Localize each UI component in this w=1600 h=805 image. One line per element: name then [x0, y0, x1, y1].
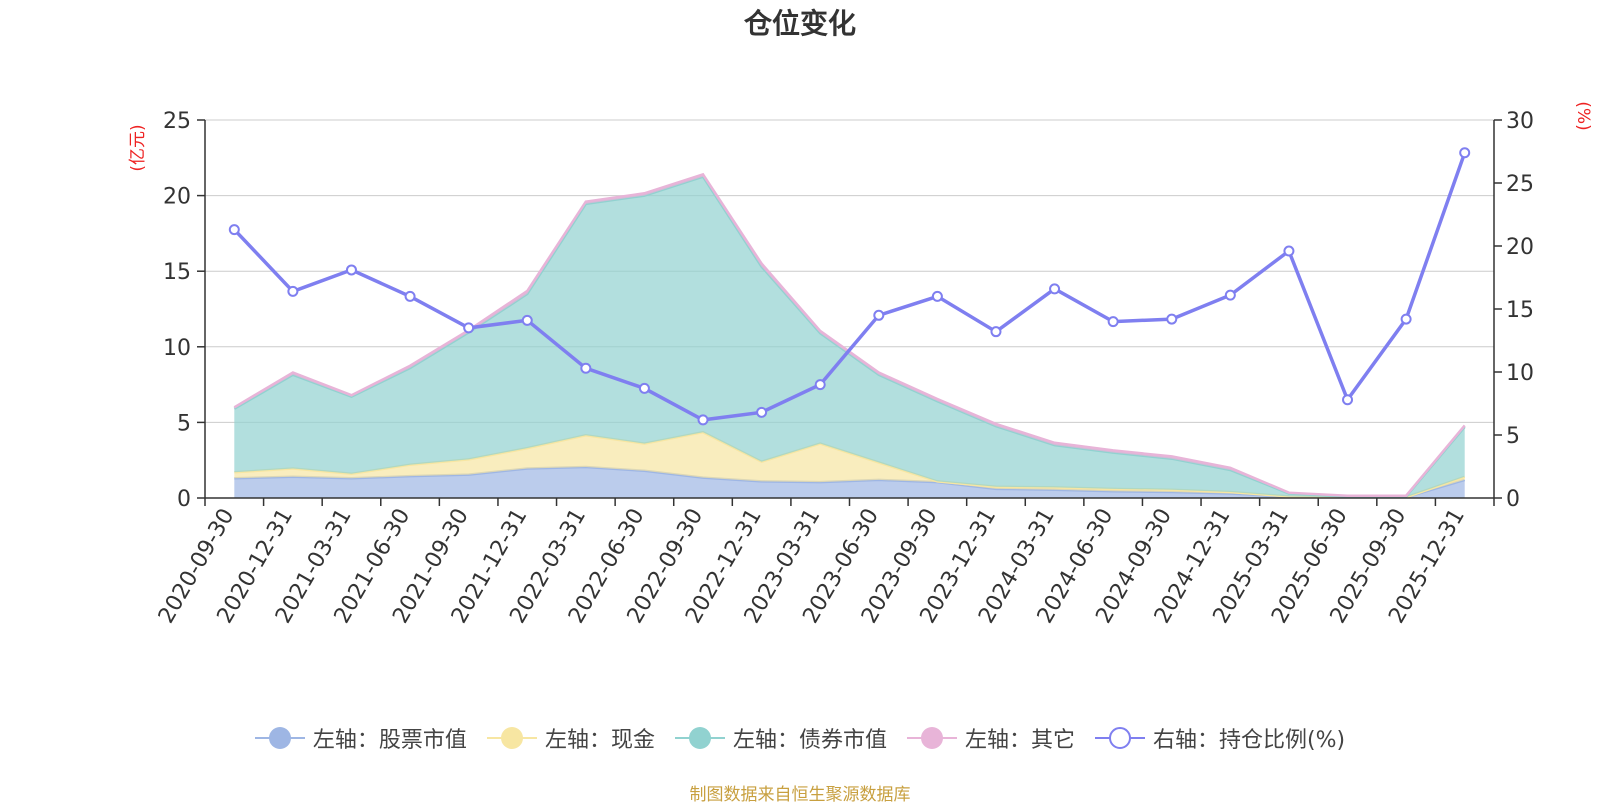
ratio-point: [1224, 289, 1236, 301]
right-axis-tick-label: 5: [1506, 424, 1520, 449]
legend-swatch-icon: [906, 726, 957, 750]
legend-swatch-icon: [254, 726, 305, 750]
left-axis-tick-label: 15: [163, 260, 191, 285]
legend-label: 右轴：持仓比例(%): [1152, 728, 1346, 753]
right-axis-unit-label: (%): [1573, 101, 1593, 130]
ratio-point: [521, 314, 533, 326]
right-axis-tick-label: 20: [1506, 235, 1534, 260]
ratio-point: [228, 224, 240, 236]
ratio-point: [931, 290, 943, 302]
area-series-0: [234, 467, 1465, 498]
legend-label: 左轴：股票市值: [312, 728, 467, 753]
ratio-line: [233, 152, 1467, 422]
left-axis-tick-label: 20: [163, 185, 191, 210]
legend-label: 左轴：债券市值: [732, 728, 887, 753]
ratio-point: [638, 382, 650, 394]
area-series-1: [234, 432, 1465, 498]
ratio-point: [990, 326, 1002, 338]
ratio-point: [1400, 313, 1412, 325]
legend-item-3[interactable]: 左轴：其它: [906, 722, 1075, 754]
ratio-point: [1342, 394, 1354, 406]
ratio-point: [404, 290, 416, 302]
right-axis-tick-label: 15: [1506, 298, 1534, 323]
ratio-point: [580, 362, 592, 374]
stacked-areas: [233, 172, 1466, 499]
legend-swatch-icon: [674, 726, 725, 750]
legend: 左轴：股票市值 左轴：现金 左轴：债券市值 左轴：其它 右轴：持仓比例(%): [0, 722, 1600, 754]
right-axis-tick-label: 10: [1506, 361, 1534, 386]
ratio-point: [287, 285, 299, 297]
area-series-2: [234, 176, 1465, 498]
legend-item-1[interactable]: 左轴：现金: [486, 722, 655, 754]
ratio-line-series: [228, 147, 1471, 426]
data-source-footer: 制图数据来自恒生聚源数据库: [689, 785, 911, 805]
ratio-point: [1107, 316, 1119, 328]
left-axis-tick-label: 0: [177, 487, 191, 512]
ratio-point: [1459, 147, 1471, 159]
legend-label: 左轴：其它: [964, 728, 1075, 753]
left-axis-unit-label: (亿元): [128, 124, 148, 171]
right-axis-tick-label: 30: [1506, 109, 1534, 134]
chart-title: 仓位变化: [743, 7, 856, 40]
ratio-point: [756, 406, 768, 418]
right-axis-tick-label: 0: [1506, 487, 1520, 512]
legend-item-4[interactable]: 右轴：持仓比例(%): [1094, 722, 1346, 754]
legend-swatch-icon: [486, 726, 537, 750]
ratio-point: [697, 414, 709, 426]
ratio-point: [1049, 283, 1061, 295]
ratio-point: [1283, 245, 1295, 257]
legend-label: 左轴：现金: [544, 728, 655, 753]
left-axis-tick-label: 25: [163, 109, 191, 134]
ratio-point: [345, 264, 357, 276]
ratio-point: [463, 322, 475, 334]
ratio-point: [814, 379, 826, 391]
legend-item-2[interactable]: 左轴：债券市值: [674, 722, 887, 754]
right-axis-tick-label: 25: [1506, 172, 1534, 197]
left-axis-tick-label: 10: [163, 336, 191, 361]
legend-item-0[interactable]: 左轴：股票市值: [254, 722, 467, 754]
ratio-point: [873, 309, 885, 321]
left-axis-tick-label: 5: [177, 411, 191, 436]
legend-swatch-icon: [1094, 726, 1145, 750]
ratio-point: [1166, 313, 1178, 325]
